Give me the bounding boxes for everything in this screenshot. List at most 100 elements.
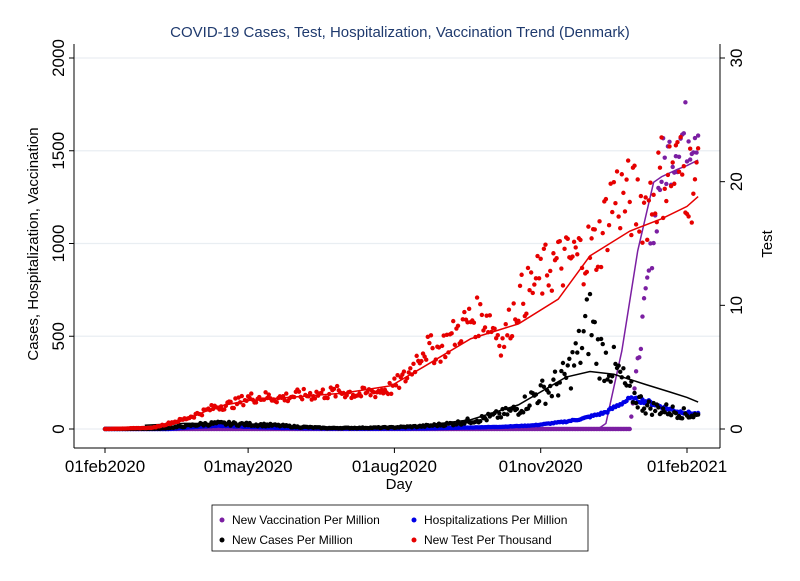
data-point [320,387,326,392]
data-point [689,220,694,225]
data-point [584,269,590,275]
data-point [692,177,698,182]
data-point [218,404,224,409]
data-point [266,392,271,397]
data-point [500,336,505,341]
data-point [497,411,502,416]
data-point [486,329,491,335]
data-point [428,333,434,338]
data-point [516,318,521,324]
data-point [646,399,652,404]
data-point [368,393,373,398]
data-point [664,402,669,407]
data-point [641,200,647,205]
data-point [487,313,493,318]
data-point [408,366,413,371]
data-point [656,150,661,155]
data-point [575,350,580,355]
data-point [519,272,524,277]
data-point [668,413,674,418]
data-point [511,301,516,306]
data-point [474,295,480,300]
data-point [664,181,669,187]
data-point [237,400,243,405]
data-point [533,276,539,281]
data-point [241,402,246,408]
data-point [544,273,550,278]
data-point [646,198,652,203]
data-point [632,163,637,168]
data-point [624,177,629,182]
data-point [535,253,540,259]
data-point [637,355,642,360]
data-point [579,265,585,271]
data-point [505,333,510,338]
data-point [675,140,680,145]
data-point [664,198,669,204]
data-point [641,296,647,301]
data-point [695,412,701,417]
data-point [589,332,594,338]
data-point [253,400,259,405]
data-point [409,372,415,377]
data-point [451,318,456,324]
data-point [541,384,547,389]
data-point [424,357,429,362]
x-axis-title: Day [386,476,413,493]
data-point [223,403,229,409]
data-point [575,252,580,257]
legend-marker [411,537,417,543]
legend-label: New Cases Per Million [232,533,353,547]
data-point [568,386,574,391]
data-point [319,390,324,396]
data-point [406,370,411,375]
data-point [244,398,249,403]
data-point [641,406,647,411]
data-point [571,363,577,368]
data-point [633,369,639,374]
data-point [637,229,642,234]
data-point [627,383,632,388]
data-point [560,283,566,288]
data-point [511,404,516,409]
data-point [654,219,659,225]
data-point [430,345,435,351]
data-point [549,393,555,399]
data-point [498,415,504,420]
data-point [226,419,232,425]
y-tick-label-left: 500 [49,322,68,350]
data-point [581,282,586,287]
data-point [621,190,626,196]
data-point [629,232,634,238]
data-point [393,383,399,388]
data-point [292,394,297,400]
data-point [389,391,394,397]
data-point [662,409,667,415]
data-point [581,329,586,334]
data-point [619,375,625,380]
data-point [301,386,306,392]
data-point [306,394,311,399]
data-point [640,240,645,245]
data-point [680,416,685,421]
data-point [222,407,227,412]
data-point [610,209,615,215]
data-point [670,404,675,409]
data-point [586,224,591,229]
data-point [649,265,655,271]
data-point [687,146,693,151]
data-point [692,135,698,141]
data-point [396,385,402,391]
data-point [540,378,545,383]
data-point [401,369,407,374]
data-point [465,416,470,421]
data-point [657,165,663,170]
data-point [438,359,443,364]
data-point [660,215,666,221]
data-point [570,254,575,259]
data-point [611,344,617,350]
data-point [562,246,567,252]
data-point [501,344,507,350]
data-point [458,339,464,344]
data-point [598,336,604,342]
